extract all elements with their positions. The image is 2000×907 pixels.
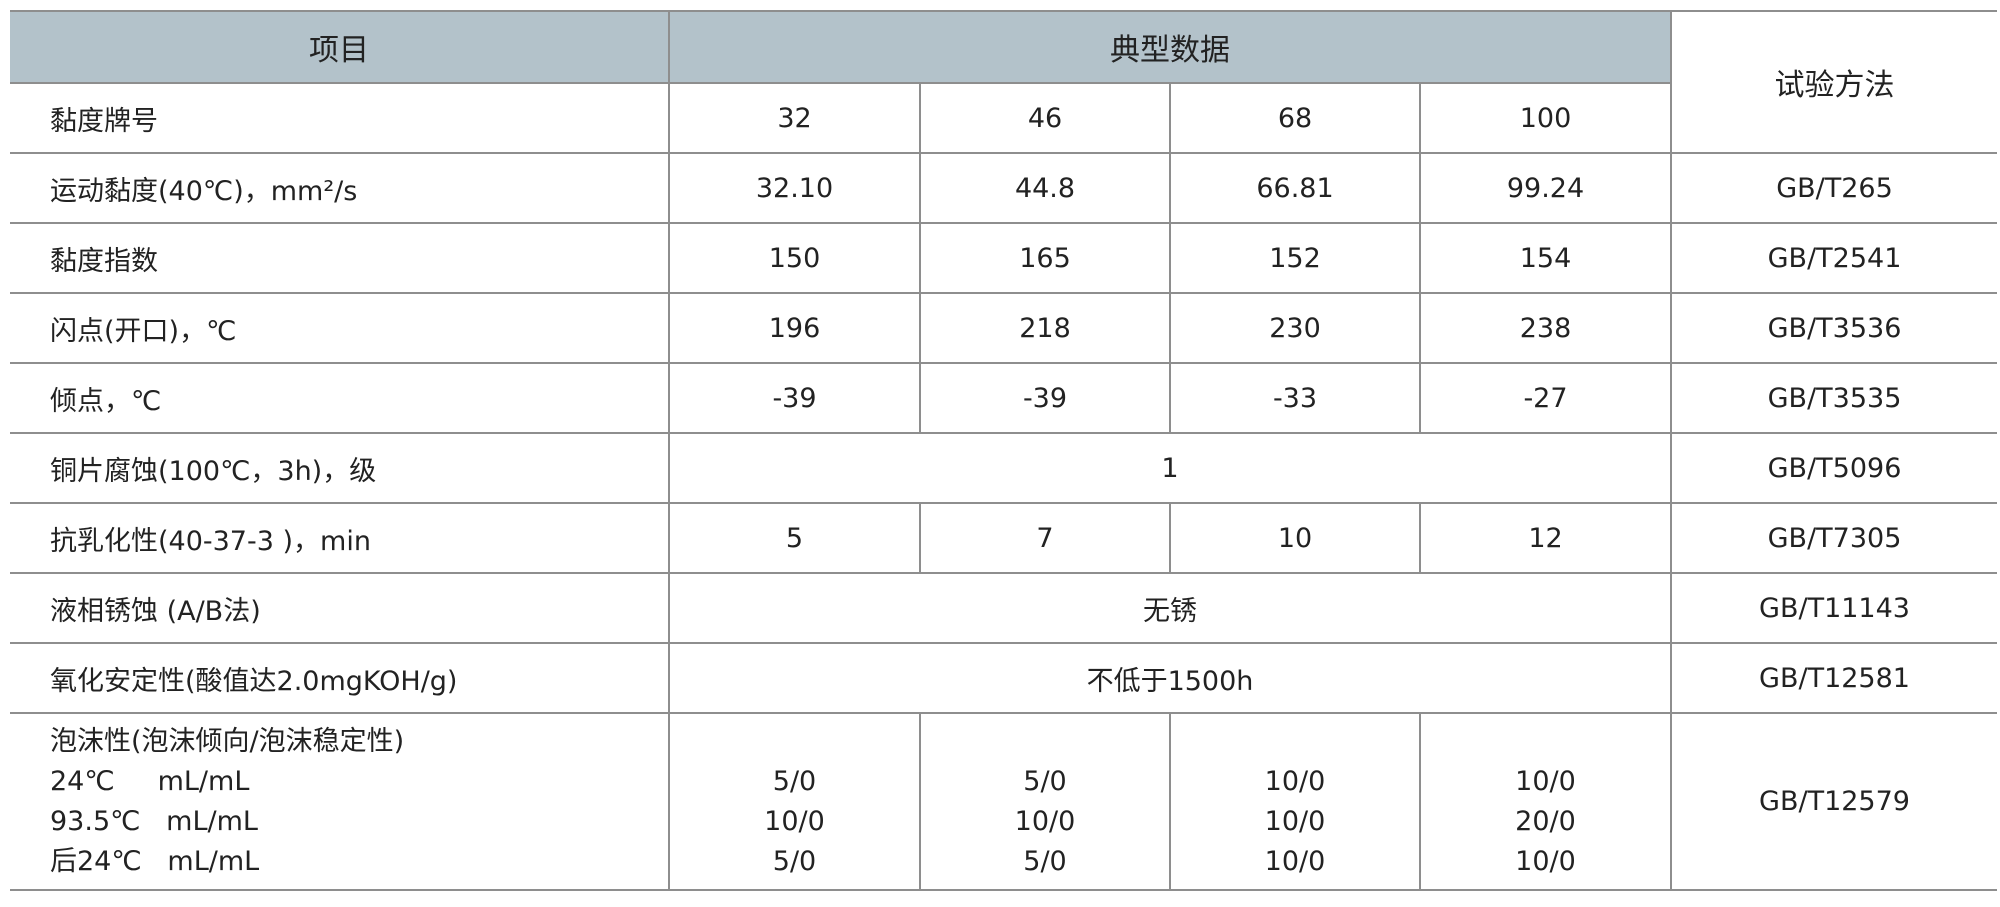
cell: -39	[668, 362, 921, 434]
spec-table: 项目 典型数据 试验方法 黏度牌号 32 46 68 100 运动黏度(40℃)…	[10, 10, 1997, 891]
method-cell: GB/T12581	[1670, 642, 1997, 714]
cell: 238	[1419, 292, 1672, 364]
cell: 32	[668, 82, 921, 154]
cell: 100	[1419, 82, 1671, 154]
cell: 66.81	[1169, 152, 1421, 224]
method-cell: GB/T3535	[1670, 362, 1997, 434]
row-label: 铜片腐蚀(100℃，3h)，级	[10, 432, 670, 504]
foam-label-line: 后24℃ mL/mL	[50, 845, 260, 877]
method-cell: GB/T265	[1670, 152, 1997, 224]
cell: 46	[919, 82, 1171, 154]
row-label: 黏度指数	[10, 222, 670, 294]
table-row: 倾点，℃ -39 -39 -33 -27 GB/T3535	[10, 362, 1997, 434]
header-typical: 典型数据	[668, 10, 1672, 84]
table-row: 黏度指数 150 165 152 154 GB/T2541	[10, 222, 1997, 294]
foam-label-line: 24℃ mL/mL	[50, 765, 250, 797]
cell: 196	[668, 292, 921, 364]
row-label: 闪点(开口)，℃	[10, 292, 670, 364]
row-label: 运动黏度(40℃)，mm²/s	[10, 152, 670, 224]
method-cell: GB/T12579	[1670, 712, 1997, 891]
cell: 10/0 20/0 10/0	[1419, 712, 1672, 891]
cell: 32.10	[668, 152, 921, 224]
cell: 165	[919, 222, 1171, 294]
row-label: 液相锈蚀 (A/B法)	[10, 572, 670, 644]
cell: 218	[919, 292, 1171, 364]
row-label: 抗乳化性(40-37-3 )，min	[10, 502, 670, 574]
row-label: 泡沫性(泡沫倾向/泡沫稳定性) 24℃ mL/mL 93.5℃ mL/mL 后2…	[10, 712, 670, 891]
table-row: 黏度牌号 32 46 68 100	[10, 82, 1997, 154]
merged-cell: 1	[668, 432, 1672, 504]
cell: 10/0 10/0 10/0	[1169, 712, 1421, 891]
cell: 99.24	[1419, 152, 1672, 224]
header-method: 试验方法	[1670, 10, 1997, 154]
cell: 10	[1169, 502, 1421, 574]
method-cell: GB/T5096	[1670, 432, 1997, 504]
table-row: 运动黏度(40℃)，mm²/s 32.10 44.8 66.81 99.24 GB/T26…	[10, 152, 1997, 224]
cell: 150	[668, 222, 921, 294]
merged-cell: 无锈	[668, 572, 1672, 644]
header-item: 项目	[10, 10, 670, 84]
cell: 230	[1169, 292, 1421, 364]
table-row: 抗乳化性(40-37-3 )，min 5 7 10 12 GB/T7305	[10, 502, 1997, 574]
table-row: 铜片腐蚀(100℃，3h)，级 1 GB/T5096	[10, 432, 1997, 504]
row-label: 倾点，℃	[10, 362, 670, 434]
cell: -33	[1169, 362, 1421, 434]
method-cell: GB/T3536	[1670, 292, 1997, 364]
cell: 44.8	[919, 152, 1171, 224]
foam-label-line: 泡沫性(泡沫倾向/泡沫稳定性)	[50, 725, 405, 757]
row-label: 黏度牌号	[10, 82, 670, 154]
cell: 5/0 10/0 5/0	[919, 712, 1171, 891]
cell: -39	[919, 362, 1171, 434]
cell: 68	[1169, 82, 1421, 154]
table-row-foam: 泡沫性(泡沫倾向/泡沫稳定性) 24℃ mL/mL 93.5℃ mL/mL 后2…	[10, 712, 1997, 891]
foam-label-line: 93.5℃ mL/mL	[50, 805, 258, 837]
row-label: 氧化安定性(酸值达2.0mgKOH/g)	[10, 642, 670, 714]
table-row: 液相锈蚀 (A/B法) 无锈 GB/T11143	[10, 572, 1997, 644]
merged-cell: 不低于1500h	[668, 642, 1672, 714]
table-row: 闪点(开口)，℃ 196 218 230 238 GB/T3536	[10, 292, 1997, 364]
header-row: 项目 典型数据 试验方法	[10, 10, 1997, 154]
cell: 7	[919, 502, 1171, 574]
method-cell: GB/T7305	[1670, 502, 1997, 574]
cell: -27	[1419, 362, 1672, 434]
method-cell: GB/T2541	[1670, 222, 1997, 294]
cell: 12	[1419, 502, 1672, 574]
cell: 154	[1419, 222, 1672, 294]
table-row: 氧化安定性(酸值达2.0mgKOH/g) 不低于1500h GB/T12581	[10, 642, 1997, 714]
cell: 5/0 10/0 5/0	[668, 712, 921, 891]
method-cell: GB/T11143	[1670, 572, 1997, 644]
cell: 5	[668, 502, 921, 574]
cell: 152	[1169, 222, 1421, 294]
